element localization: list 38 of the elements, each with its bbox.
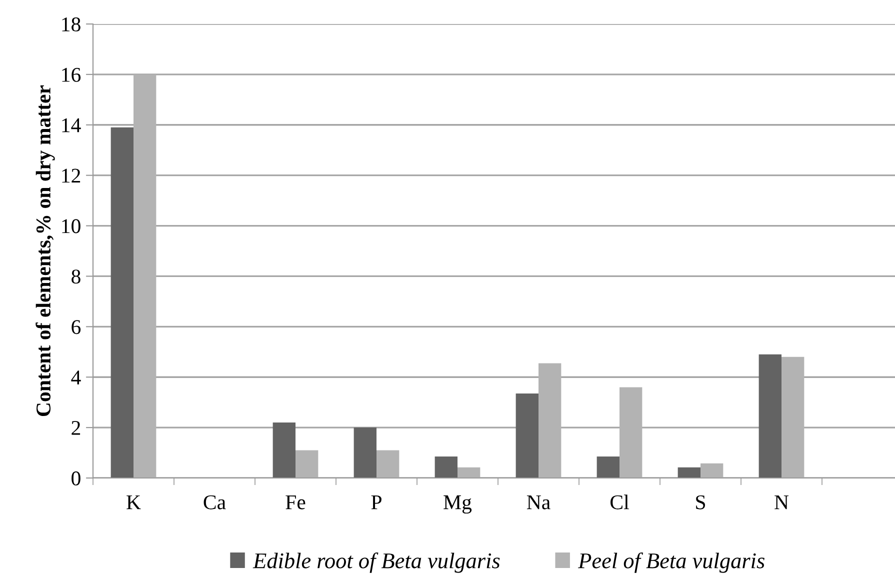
x-tick-label: Ca [204, 495, 226, 510]
x-tick-label: N [774, 495, 789, 510]
legend-label: Edible root of Beta vulgaris [252, 552, 500, 573]
y-tick-label: 4 [71, 370, 81, 384]
bar [700, 463, 724, 478]
y-tick-label: 6 [72, 320, 81, 334]
bar [620, 387, 642, 478]
bar [516, 394, 538, 478]
y-axis-title: Content of elements,% on dry matter [36, 85, 55, 416]
bar [376, 450, 400, 478]
x-tick-label: Na [526, 495, 550, 510]
x-tick-label: Cl [610, 494, 629, 510]
bar [134, 74, 156, 478]
y-tick-label: 18 [62, 17, 80, 32]
bar [596, 456, 620, 478]
bar [354, 428, 376, 478]
bar [296, 450, 318, 478]
bar [272, 422, 296, 478]
y-tick-label: 12 [62, 168, 80, 183]
x-tick-label: P [371, 495, 382, 510]
bar [758, 354, 782, 478]
bar [110, 127, 134, 478]
y-tick-label: 0 [72, 471, 80, 486]
x-tick-label: S [696, 495, 706, 510]
legend-label: Peel of Beta vulgaris [578, 552, 764, 573]
bar [458, 467, 480, 478]
x-tick-label: K [126, 495, 141, 510]
bar [782, 356, 804, 478]
bar [434, 456, 458, 478]
y-tick-label: 8 [72, 270, 80, 284]
y-tick-label: 14 [62, 118, 81, 132]
x-tick-label: Fe [286, 495, 306, 510]
bar [538, 363, 562, 478]
y-tick-label: 10 [62, 219, 80, 234]
x-tick-label: Mg [444, 495, 472, 514]
y-tick-label: 2 [72, 420, 80, 435]
y-tick-label: 16 [62, 68, 81, 82]
bar [678, 467, 700, 478]
